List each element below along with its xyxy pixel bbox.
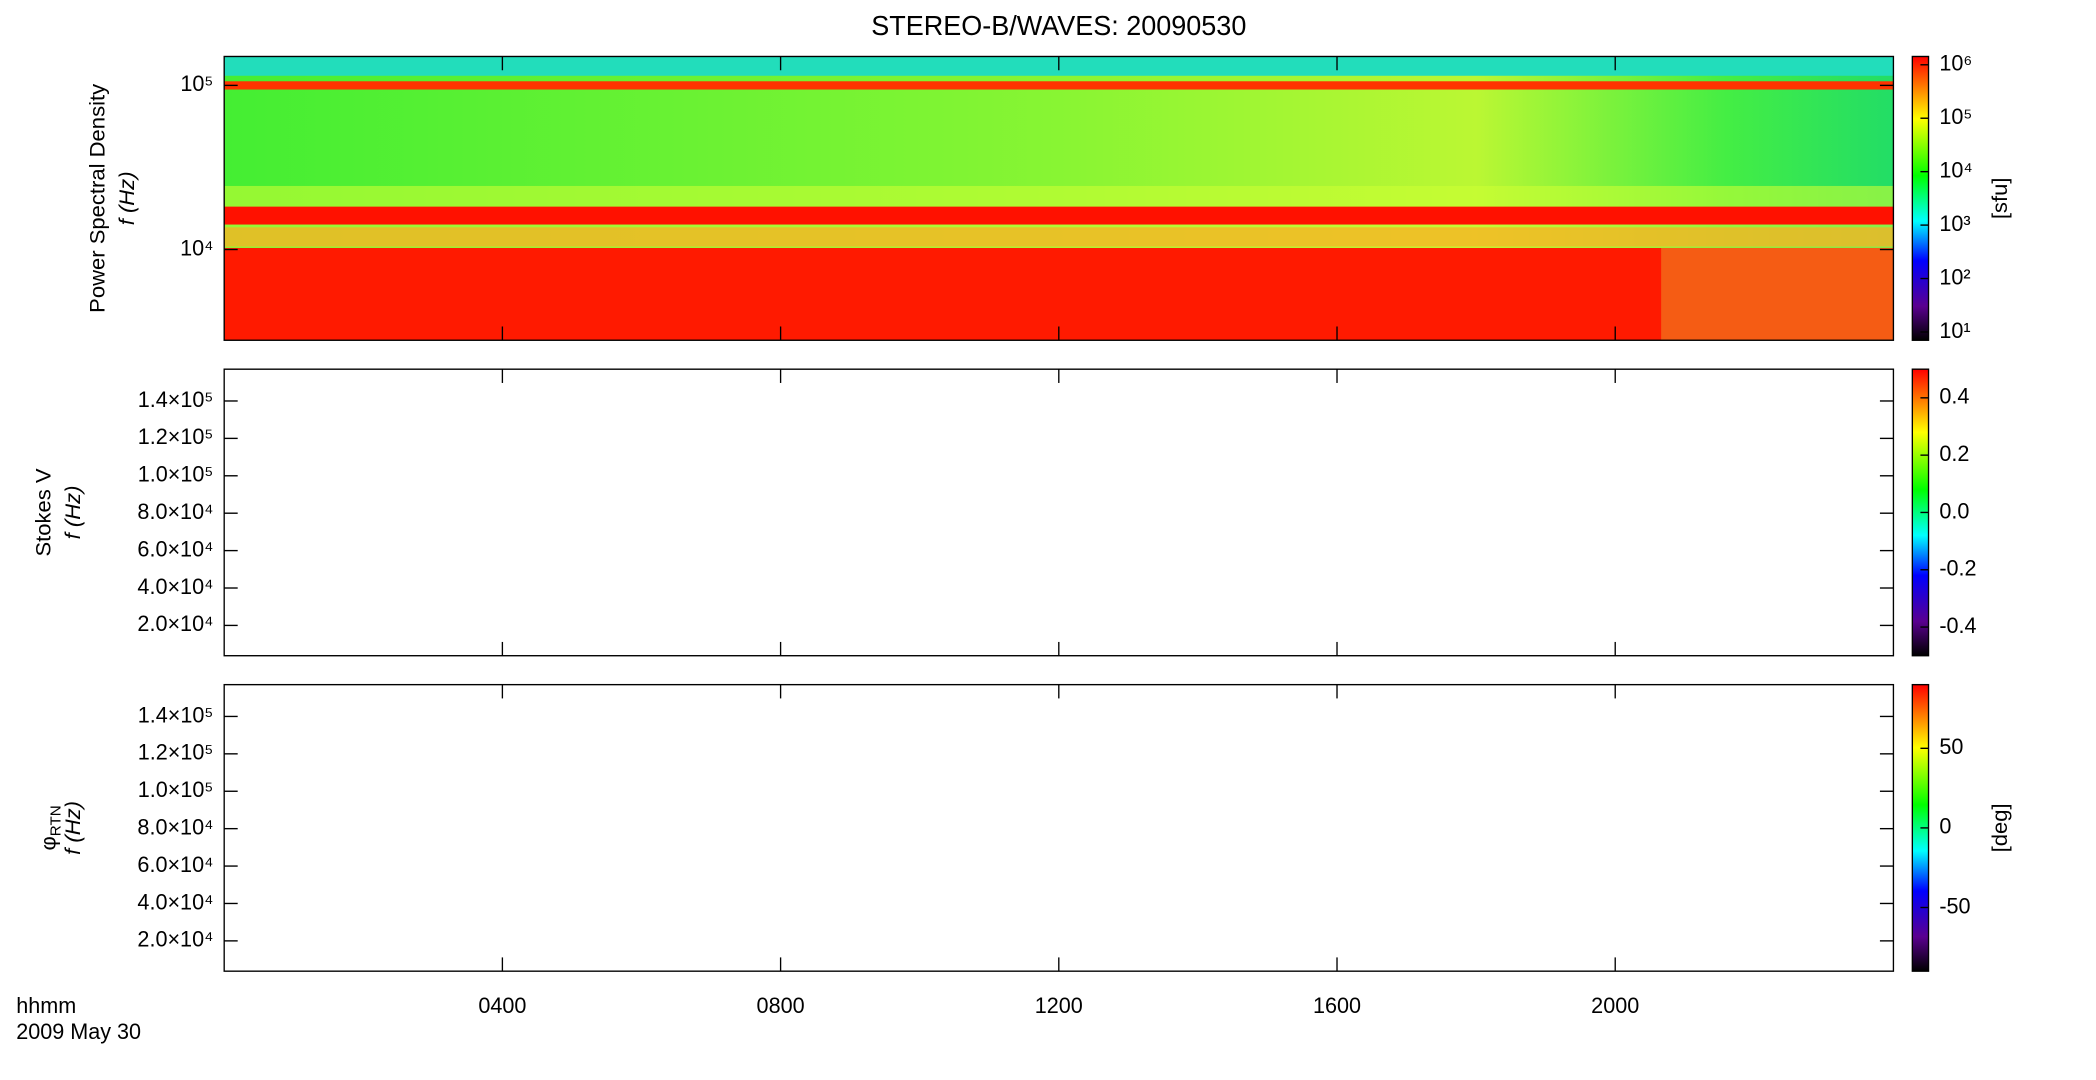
spectrogram-low-band (224, 247, 1894, 341)
y-axis-label: f (Hz) (114, 171, 139, 225)
plot-frame (223, 368, 1895, 657)
y-tick-label: 1.4×10⁵ (138, 387, 214, 412)
y-tick-label: 6.0×10⁴ (137, 536, 213, 561)
spectrogram (224, 56, 1894, 341)
y-tick-label: 1.4×10⁵ (138, 702, 214, 727)
y-axis-label-subscript: RTN (48, 805, 65, 836)
x-tick-label: 0400 (478, 993, 526, 1018)
colorbar (1911, 55, 1930, 341)
spectrogram-red-band (224, 206, 1894, 225)
y-tick-label: 1.2×10⁵ (138, 739, 214, 764)
y-tick-label: 10⁴ (180, 235, 213, 260)
date-label: 2009 May 30 (16, 1019, 141, 1044)
colorbar-tick-label: 0.2 (1939, 441, 1969, 466)
y-tick-label: 1.2×10⁵ (138, 424, 214, 449)
colorbar-tick-label: 10⁵ (1939, 104, 1972, 129)
colorbar-tick-label: 10² (1939, 264, 1970, 289)
chart-title: STEREO-B/WAVES: 20090530 (871, 10, 1246, 41)
y-tick-label: 10⁵ (180, 71, 213, 96)
x-axis-label: hhmm (16, 993, 76, 1018)
y-tick-label: 2.0×10⁴ (137, 926, 213, 951)
colorbar-tick-label: -50 (1939, 893, 1970, 918)
colorbar-tick-label: 10⁴ (1939, 157, 1972, 182)
y-tick-label: 6.0×10⁴ (137, 852, 213, 877)
colorbar-tick-label: 0.0 (1939, 498, 1969, 523)
x-tick-label: 1200 (1035, 993, 1083, 1018)
x-tick-label: 0800 (757, 993, 805, 1018)
y-axis-label: f (Hz) (60, 801, 85, 855)
y-tick-label: 4.0×10⁴ (137, 574, 213, 599)
y-tick-label: 8.0×10⁴ (137, 499, 213, 524)
plot-frame (223, 683, 1895, 972)
colorbar-tick-label: 10³ (1939, 211, 1970, 236)
y-tick-label: 2.0×10⁴ (137, 611, 213, 636)
colorbar-tick-label: 0 (1939, 814, 1951, 839)
spectrogram-low-band-end (1661, 247, 1894, 341)
x-tick-label: 1600 (1313, 993, 1361, 1018)
x-tick-label: 2000 (1591, 993, 1639, 1018)
colorbar-tick-label: 10⁶ (1939, 50, 1972, 75)
colorbar-tick-label: 10¹ (1939, 318, 1970, 343)
y-tick-label: 1.0×10⁵ (138, 461, 214, 486)
colorbar-tick-label: -0.4 (1939, 613, 1976, 638)
axes: STEREO-B/WAVES: 20090530 Power Spectral D… (16, 10, 2012, 1044)
y-axis-label: f (Hz) (60, 486, 85, 540)
colorbar-tick-label: -0.2 (1939, 555, 1976, 580)
y-axis-label: Power Spectral Density (84, 84, 109, 313)
spectrogram-orange-band (224, 227, 1894, 247)
spectrogram-line-band (224, 81, 1894, 90)
y-tick-label: 1.0×10⁵ (138, 777, 214, 802)
y-tick-label: 8.0×10⁴ (137, 814, 213, 839)
colorbar-tick-label: 0.4 (1939, 383, 1969, 408)
y-axis-label: Stokes V (30, 468, 55, 557)
colorbar-tick-label: 50 (1939, 734, 1963, 759)
colorbar-label: [sfu] (1987, 178, 2012, 220)
y-tick-label: 4.0×10⁴ (137, 889, 213, 914)
colorbar-label: [deg] (1987, 803, 2012, 852)
